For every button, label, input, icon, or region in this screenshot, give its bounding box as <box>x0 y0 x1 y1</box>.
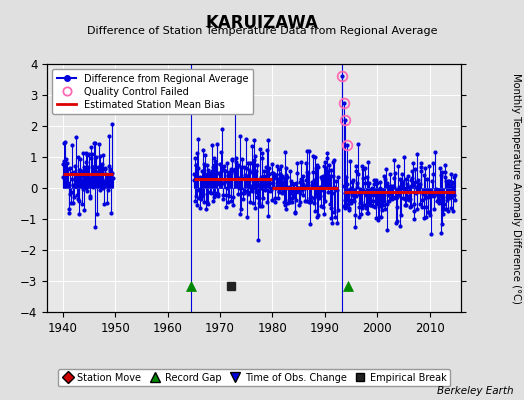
Text: KARUIZAWA: KARUIZAWA <box>205 14 319 32</box>
Legend: Station Move, Record Gap, Time of Obs. Change, Empirical Break: Station Move, Record Gap, Time of Obs. C… <box>58 369 451 386</box>
Text: Monthly Temperature Anomaly Difference (°C): Monthly Temperature Anomaly Difference (… <box>511 72 521 304</box>
Text: Difference of Station Temperature Data from Regional Average: Difference of Station Temperature Data f… <box>87 26 437 36</box>
Text: Berkeley Earth: Berkeley Earth <box>437 386 514 396</box>
